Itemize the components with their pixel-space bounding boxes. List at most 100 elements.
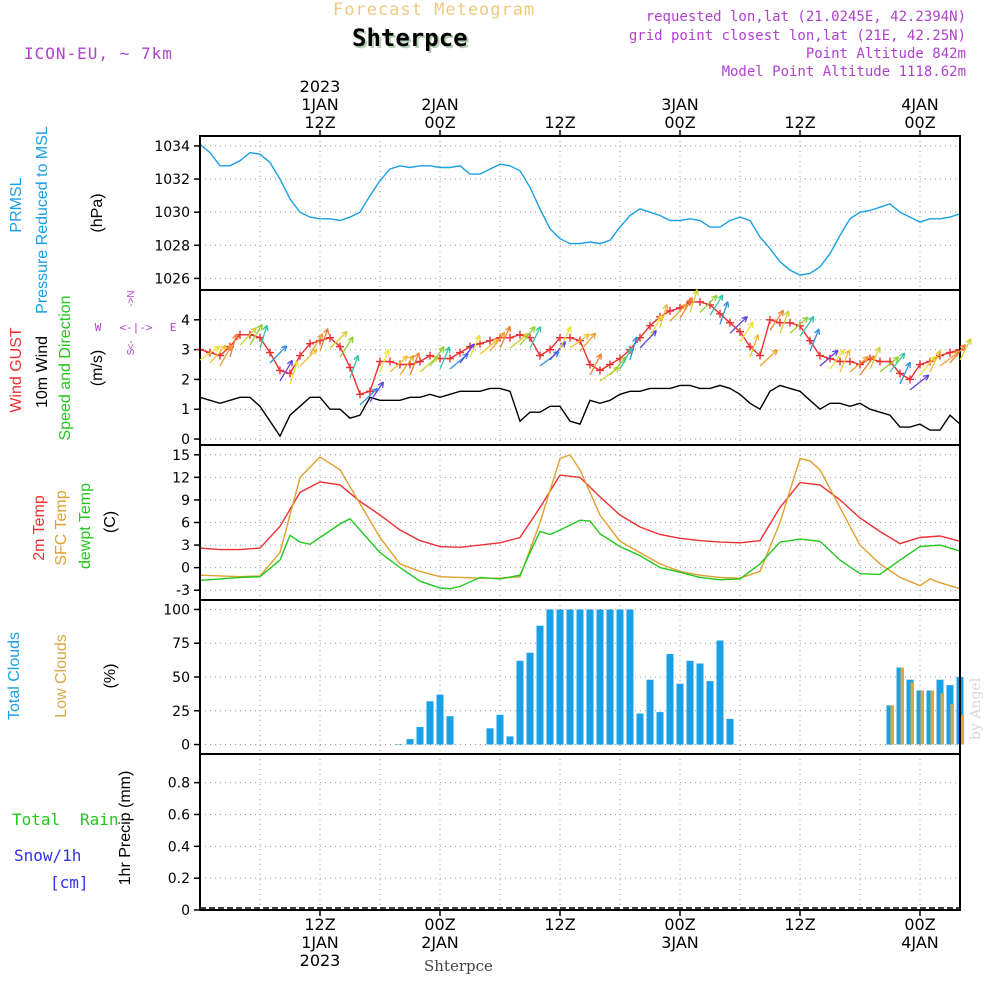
- wind-direction-arrow: [389, 355, 409, 373]
- wind-direction-arrow: [519, 325, 536, 346]
- y-tick-label: 0: [181, 738, 190, 754]
- wind-direction-arrow: [279, 359, 294, 382]
- wind-direction-arrow: [849, 355, 869, 373]
- gust-marker: [386, 357, 394, 366]
- y-tick-label: 0.6: [168, 807, 190, 823]
- cloud-bar: [896, 667, 904, 745]
- x-tick-label-top: 00Z: [424, 113, 455, 132]
- wind-direction-arrow: [569, 333, 590, 349]
- y-tick-label: 12: [172, 470, 190, 486]
- gust-marker: [296, 351, 304, 360]
- wind-direction-arrow: [799, 315, 815, 337]
- wind-direction-arrow: [879, 356, 900, 373]
- wind-direction-arrow: [469, 334, 481, 358]
- gust-marker: [366, 387, 374, 396]
- y-tick-label: 0: [181, 903, 190, 919]
- gust-marker: [376, 357, 384, 366]
- wind-direction-arrow: [489, 331, 506, 352]
- label-percent: (%): [102, 664, 119, 689]
- cloud-bar: [686, 660, 694, 745]
- label-10m-wind: 10m Wind: [34, 336, 51, 408]
- gust-marker: [426, 351, 434, 360]
- wind-direction-arrow: [739, 321, 754, 343]
- wind-direction-arrow: [199, 345, 221, 361]
- gust-marker: [896, 369, 904, 378]
- cloud-bar: [906, 679, 914, 745]
- wind-direction-arrow: [219, 344, 233, 367]
- y-tick-label: 3: [181, 343, 190, 359]
- gust-marker: [786, 318, 794, 327]
- cloud-bar: [546, 609, 554, 745]
- requested-coords: requested lon,lat (21.0245E, 42.2394N): [645, 9, 966, 25]
- gust-marker: [746, 342, 754, 351]
- cloud-bar: [886, 705, 894, 745]
- wind-direction-arrow: [209, 344, 227, 364]
- gust-marker: [806, 336, 814, 345]
- wind-direction-arrow: [319, 327, 330, 352]
- wind-direction-arrow: [769, 309, 785, 331]
- gust-marker: [876, 357, 884, 366]
- y-tick-label: 3: [181, 538, 190, 554]
- gust-marker: [666, 306, 674, 315]
- gust-marker: [486, 336, 494, 345]
- y-tick-label: 0.4: [168, 839, 190, 855]
- wind-direction-arrow: [699, 294, 718, 313]
- wind-direction-arrow: [689, 289, 699, 313]
- x-tick-label-bottom: 2JAN: [421, 933, 459, 952]
- cloud-bar: [926, 690, 934, 745]
- x-tick-label-top: 3JAN: [661, 95, 699, 114]
- legend-snow: Snow/1h: [14, 846, 81, 865]
- wind-direction-arrow: [729, 315, 748, 334]
- cloud-bar: [696, 663, 704, 745]
- wind-direction-arrow: [669, 303, 688, 322]
- wind-direction-arrow: [229, 333, 239, 358]
- cloud-bar: [940, 693, 944, 745]
- gust-marker: [856, 360, 864, 369]
- gust-marker: [586, 360, 594, 369]
- gust-marker: [606, 360, 614, 369]
- y-tick-label: 15: [172, 448, 190, 464]
- panel-frame: [199, 289, 961, 446]
- wind-direction-arrow: [409, 352, 421, 376]
- cloud-bar: [576, 609, 584, 745]
- cloud-bar: [890, 705, 894, 745]
- y-tick-label: 0: [181, 432, 190, 448]
- credit-label: by Angel: [968, 677, 984, 740]
- x-tick-label-top: 00Z: [904, 113, 935, 132]
- wind-direction-arrow: [659, 303, 669, 328]
- cloud-bar: [950, 704, 954, 745]
- y-tick-label: 0: [181, 561, 190, 577]
- wind-direction-arrow: [249, 323, 263, 346]
- wind-direction-arrow: [309, 333, 324, 355]
- compass-west: W: [95, 321, 102, 334]
- compass-down: <-: [126, 340, 137, 349]
- wind-direction-arrow: [239, 326, 258, 346]
- x-tick-label-bottom: 00Z: [424, 915, 455, 934]
- cloud-bar: [556, 609, 564, 745]
- gust-marker: [266, 348, 274, 357]
- compass-north: N: [126, 290, 137, 297]
- series-line: [199, 517, 961, 590]
- x-tick-label-top: 12Z: [784, 113, 815, 132]
- cloud-bar: [646, 679, 654, 745]
- wind-direction-arrow: [399, 354, 415, 376]
- cloud-bar: [395, 744, 403, 745]
- wind-direction-arrow: [369, 381, 385, 403]
- cloud-bar: [666, 654, 674, 745]
- x-tick-label-top: 2JAN: [421, 95, 459, 114]
- gust-marker: [546, 345, 554, 354]
- wind-direction-arrow: [889, 352, 906, 373]
- gust-marker: [416, 357, 424, 366]
- footer-location: Shterpce: [424, 957, 493, 975]
- label-speed-direction: Speed and Direction: [57, 296, 74, 441]
- cloud-bar: [606, 609, 614, 745]
- wind-direction-arrow: [289, 360, 299, 385]
- cloud-bar: [516, 660, 524, 745]
- wind-direction-arrow: [949, 344, 967, 364]
- label-c: (C): [102, 511, 119, 533]
- cloud-bar: [436, 694, 444, 745]
- wind-direction-arrow: [269, 345, 288, 364]
- gust-marker: [536, 351, 544, 360]
- cloud-bar: [706, 681, 714, 745]
- gust-marker: [396, 360, 404, 369]
